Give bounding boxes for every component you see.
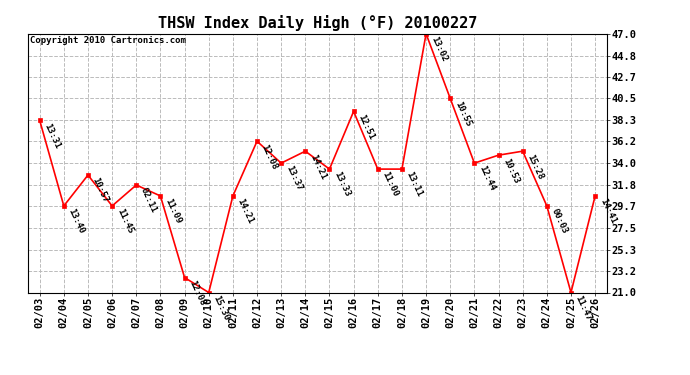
Text: Copyright 2010 Cartronics.com: Copyright 2010 Cartronics.com (30, 36, 186, 45)
Text: 14:21: 14:21 (236, 197, 255, 225)
Text: 13:11: 13:11 (405, 171, 424, 199)
Text: 13:40: 13:40 (67, 207, 86, 236)
Text: 13:33: 13:33 (333, 171, 352, 199)
Text: 15:28: 15:28 (526, 153, 545, 181)
Text: 13:02: 13:02 (429, 35, 448, 63)
Text: 00:03: 00:03 (550, 207, 569, 236)
Text: 11:47: 11:47 (574, 294, 593, 322)
Text: 10:57: 10:57 (91, 177, 110, 205)
Text: 14:41: 14:41 (598, 197, 618, 225)
Text: 12:51: 12:51 (357, 113, 376, 141)
Text: 12:08: 12:08 (188, 279, 207, 307)
Text: 13:37: 13:37 (284, 165, 304, 193)
Title: THSW Index Daily High (°F) 20100227: THSW Index Daily High (°F) 20100227 (158, 15, 477, 31)
Text: 11:45: 11:45 (115, 207, 135, 236)
Text: 12:44: 12:44 (477, 165, 497, 193)
Text: 10:53: 10:53 (502, 156, 521, 185)
Text: 11:00: 11:00 (381, 171, 400, 199)
Text: 02:11: 02:11 (139, 186, 159, 214)
Text: 14:21: 14:21 (308, 153, 328, 181)
Text: 13:31: 13:31 (43, 122, 62, 150)
Text: 15:30: 15:30 (212, 294, 231, 322)
Text: 12:08: 12:08 (260, 142, 279, 171)
Text: 11:09: 11:09 (164, 197, 183, 225)
Text: 10:55: 10:55 (453, 100, 473, 128)
